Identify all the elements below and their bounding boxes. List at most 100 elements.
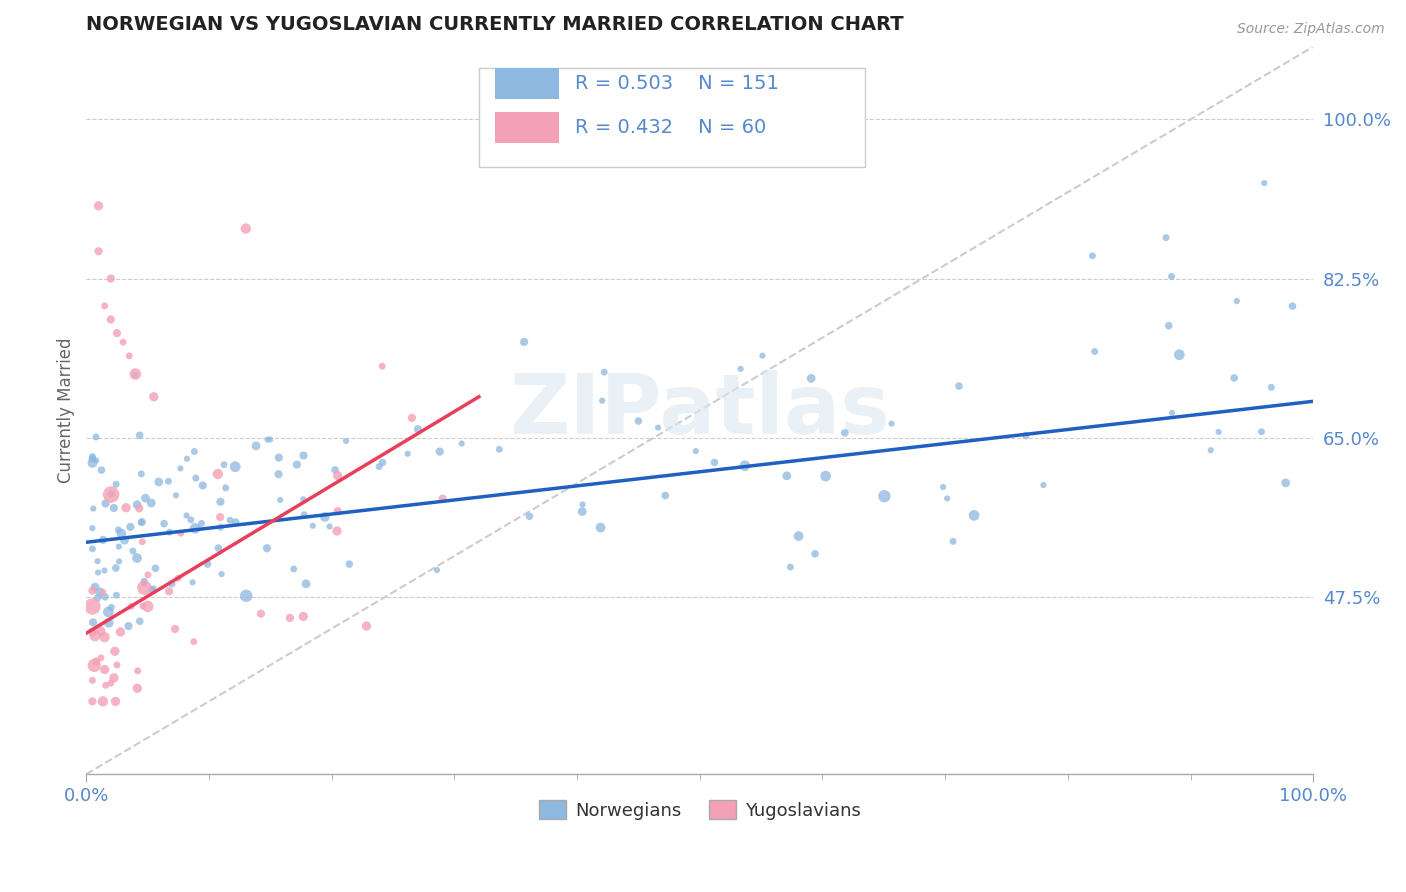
- Point: [627, 414, 650, 428]
- Point: [942, 534, 965, 549]
- Point: [245, 439, 267, 453]
- Point: [1253, 176, 1275, 190]
- Point: [110, 624, 132, 639]
- Point: [124, 367, 146, 381]
- Point: [129, 516, 152, 530]
- Point: [159, 525, 181, 540]
- Legend: Norwegians, Yugoslavians: Norwegians, Yugoslavians: [531, 793, 868, 827]
- Point: [100, 487, 122, 501]
- Point: [734, 458, 756, 473]
- Point: [593, 365, 616, 379]
- Point: [131, 534, 153, 549]
- Point: [267, 450, 290, 465]
- Point: [141, 582, 163, 597]
- Point: [105, 588, 128, 602]
- Text: NORWEGIAN VS YUGOSLAVIAN CURRENTLY MARRIED CORRELATION CHART: NORWEGIAN VS YUGOSLAVIAN CURRENTLY MARRI…: [86, 15, 904, 34]
- Point: [84, 580, 107, 594]
- Point: [654, 488, 676, 502]
- Point: [936, 491, 959, 506]
- Point: [165, 488, 187, 502]
- Point: [703, 455, 725, 469]
- Point: [82, 583, 104, 598]
- Point: [148, 475, 170, 489]
- Point: [167, 571, 190, 585]
- Point: [91, 694, 114, 708]
- Point: [110, 526, 132, 541]
- Point: [134, 576, 156, 591]
- Point: [209, 520, 232, 534]
- Point: [87, 566, 110, 580]
- Point: [183, 444, 205, 458]
- Point: [267, 467, 290, 482]
- Point: [115, 500, 138, 515]
- Point: [82, 450, 104, 464]
- Point: [82, 673, 104, 688]
- Point: [93, 564, 115, 578]
- Point: [1250, 425, 1272, 439]
- Point: [814, 469, 837, 483]
- Point: [371, 359, 394, 374]
- Point: [1154, 230, 1177, 244]
- Point: [93, 299, 115, 313]
- Point: [1032, 478, 1054, 492]
- Point: [128, 501, 150, 516]
- Point: [82, 615, 104, 630]
- Point: [134, 491, 156, 506]
- Point: [108, 554, 131, 568]
- Point: [128, 428, 150, 442]
- FancyBboxPatch shape: [495, 69, 558, 99]
- Point: [295, 577, 318, 591]
- Point: [136, 568, 159, 582]
- Point: [89, 585, 111, 599]
- Point: [87, 199, 110, 213]
- Point: [82, 456, 104, 470]
- Point: [100, 676, 122, 690]
- Text: R = 0.503    N = 151: R = 0.503 N = 151: [575, 74, 779, 94]
- Point: [1081, 249, 1104, 263]
- Point: [963, 508, 986, 523]
- Point: [104, 561, 127, 575]
- Point: [256, 541, 278, 556]
- Point: [128, 614, 150, 628]
- Point: [94, 678, 117, 692]
- Point: [1157, 318, 1180, 333]
- Point: [84, 655, 107, 669]
- Point: [323, 463, 346, 477]
- Point: [647, 420, 669, 434]
- Point: [519, 509, 541, 524]
- Point: [90, 650, 112, 665]
- Point: [779, 560, 801, 574]
- Point: [105, 658, 128, 673]
- Point: [873, 489, 896, 503]
- Point: [94, 497, 117, 511]
- Point: [283, 562, 305, 576]
- Point: [176, 508, 198, 523]
- Point: [787, 529, 810, 543]
- Text: R = 0.432    N = 60: R = 0.432 N = 60: [575, 118, 766, 136]
- Point: [278, 611, 301, 625]
- Point: [207, 467, 229, 481]
- Point: [86, 554, 108, 568]
- Point: [880, 417, 903, 431]
- Point: [326, 468, 349, 483]
- Point: [948, 379, 970, 393]
- Point: [82, 521, 104, 535]
- Point: [90, 463, 112, 477]
- Point: [176, 451, 198, 466]
- Point: [112, 335, 135, 350]
- Point: [170, 526, 193, 541]
- Point: [250, 607, 273, 621]
- Point: [93, 663, 115, 677]
- Point: [122, 544, 145, 558]
- Point: [225, 515, 247, 529]
- Point: [142, 390, 165, 404]
- FancyBboxPatch shape: [479, 69, 866, 167]
- Point: [259, 433, 281, 447]
- Point: [169, 461, 191, 475]
- Point: [209, 510, 232, 524]
- Point: [127, 498, 149, 512]
- Point: [834, 425, 856, 440]
- Point: [224, 459, 246, 474]
- Y-axis label: Currently Married: Currently Married: [58, 338, 75, 483]
- Point: [97, 605, 120, 619]
